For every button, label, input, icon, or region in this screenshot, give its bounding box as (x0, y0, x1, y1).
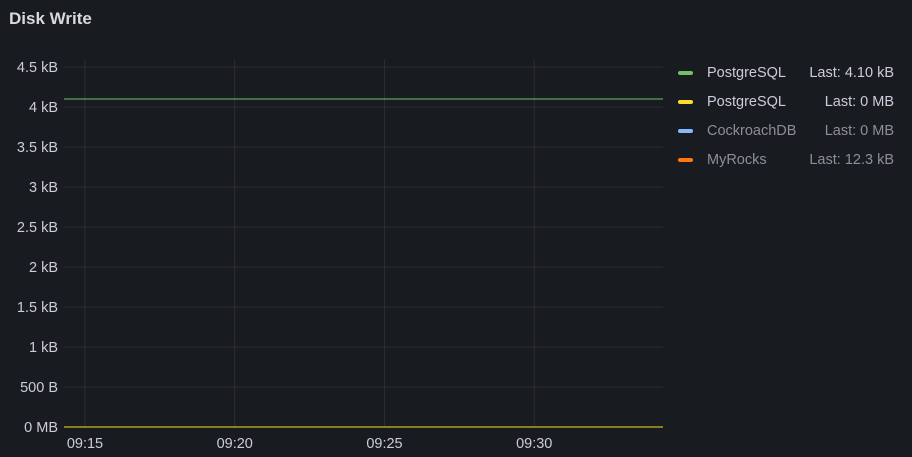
y-tick-label: 1 kB (29, 340, 58, 356)
y-tick-label: 4.5 kB (17, 60, 58, 76)
legend-swatch (678, 70, 693, 75)
legend-swatch (678, 99, 693, 104)
y-axis: 0 MB 500 B 1 kB 1.5 kB 2 kB 2.5 kB 3 kB 3.5 kB 4… (17, 60, 58, 436)
grid-lines (64, 59, 663, 428)
legend-last-value: Last: 4.10 kB (809, 64, 894, 81)
x-axis: 09:15 09:20 09:25 09:30 (67, 436, 553, 452)
legend-item-postgresql-1[interactable]: PostgreSQL Last: 4.10 kB (678, 58, 900, 87)
y-tick-label: 2.5 kB (17, 220, 58, 236)
legend-item-cockroachdb[interactable]: CockroachDB Last: 0 MB (678, 116, 900, 145)
x-tick-label: 09:25 (366, 436, 402, 452)
legend-last-value: Last: 12.3 kB (809, 151, 894, 168)
y-tick-label: 0 MB (24, 420, 58, 436)
legend-series-name: PostgreSQL (707, 93, 786, 110)
legend-item-myrocks[interactable]: MyRocks Last: 12.3 kB (678, 145, 900, 174)
legend: PostgreSQL Last: 4.10 kB PostgreSQL Last… (678, 58, 900, 174)
legend-item-postgresql-2[interactable]: PostgreSQL Last: 0 MB (678, 87, 900, 116)
series-lines (64, 98, 663, 428)
y-tick-label: 3 kB (29, 180, 58, 196)
legend-series-name: PostgreSQL (707, 64, 786, 81)
y-tick-label: 1.5 kB (17, 300, 58, 316)
y-tick-label: 500 B (20, 380, 58, 396)
x-tick-label: 09:30 (516, 436, 552, 452)
legend-last-value: Last: 0 MB (824, 122, 894, 139)
legend-swatch (678, 157, 693, 162)
y-tick-label: 4 kB (29, 100, 58, 116)
legend-last-value: Last: 0 MB (824, 93, 894, 110)
y-tick-label: 2 kB (29, 260, 58, 276)
x-tick-label: 09:20 (217, 436, 253, 452)
y-tick-label: 3.5 kB (17, 140, 58, 156)
panel-title[interactable]: Disk Write (9, 9, 92, 28)
x-tick-label: 09:15 (67, 436, 103, 452)
legend-series-name: CockroachDB (707, 122, 797, 139)
legend-swatch (678, 128, 693, 133)
legend-series-name: MyRocks (707, 151, 767, 168)
